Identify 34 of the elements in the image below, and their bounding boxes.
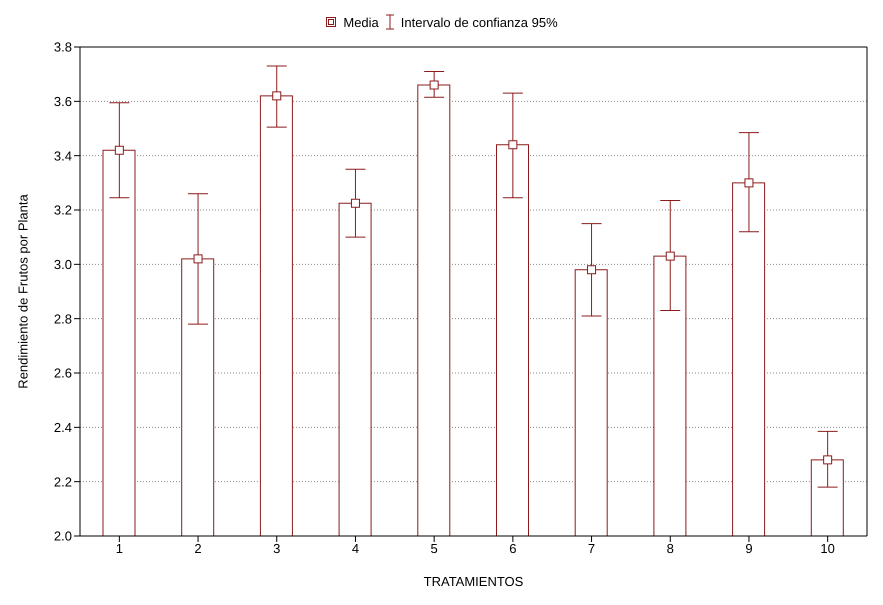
y-tick-label: 3.0: [54, 256, 72, 272]
point: [114, 146, 124, 155]
point: [587, 265, 596, 274]
x-tick-label: 10: [820, 541, 835, 556]
y-axis-title: Rendimiento de Frutos por Planta: [16, 194, 31, 389]
point: [823, 455, 832, 464]
point: [666, 252, 675, 261]
x-tick-label: 6: [509, 541, 516, 556]
legend-label: Media: [343, 14, 379, 30]
x-tick-label: 9: [745, 541, 753, 556]
x-tick-label: 4: [352, 541, 360, 556]
point: [430, 80, 439, 90]
y-tick-label: 2.2: [54, 474, 72, 490]
x-tick-label: 7: [588, 541, 596, 556]
y-tick-label: 3.6: [54, 94, 72, 109]
point: [508, 140, 518, 150]
point: [272, 91, 282, 100]
x-tick-label: 3: [273, 541, 280, 556]
y-tick-label: 2.0: [54, 528, 72, 544]
y-tick-label: 2.8: [54, 311, 72, 326]
y-tick-label: 2.6: [54, 366, 72, 381]
x-tick-label: 1: [116, 541, 123, 556]
y-tick-label: 3.2: [54, 202, 72, 218]
x-tick-label: 2: [194, 541, 202, 556]
x-axis-title: TRATAMIENTOS: [424, 574, 524, 589]
point: [350, 198, 360, 208]
x-tick-label: 8: [666, 541, 674, 556]
x-tick-label: 5: [430, 541, 438, 556]
point: [194, 254, 203, 264]
text: Intervalo de confianza 95%: [400, 14, 558, 30]
y-tick-label: 3.4: [54, 148, 72, 164]
y-tick-label: 3.8: [54, 40, 72, 55]
y-tick-label: 2.4: [54, 420, 72, 435]
point: [744, 178, 754, 188]
